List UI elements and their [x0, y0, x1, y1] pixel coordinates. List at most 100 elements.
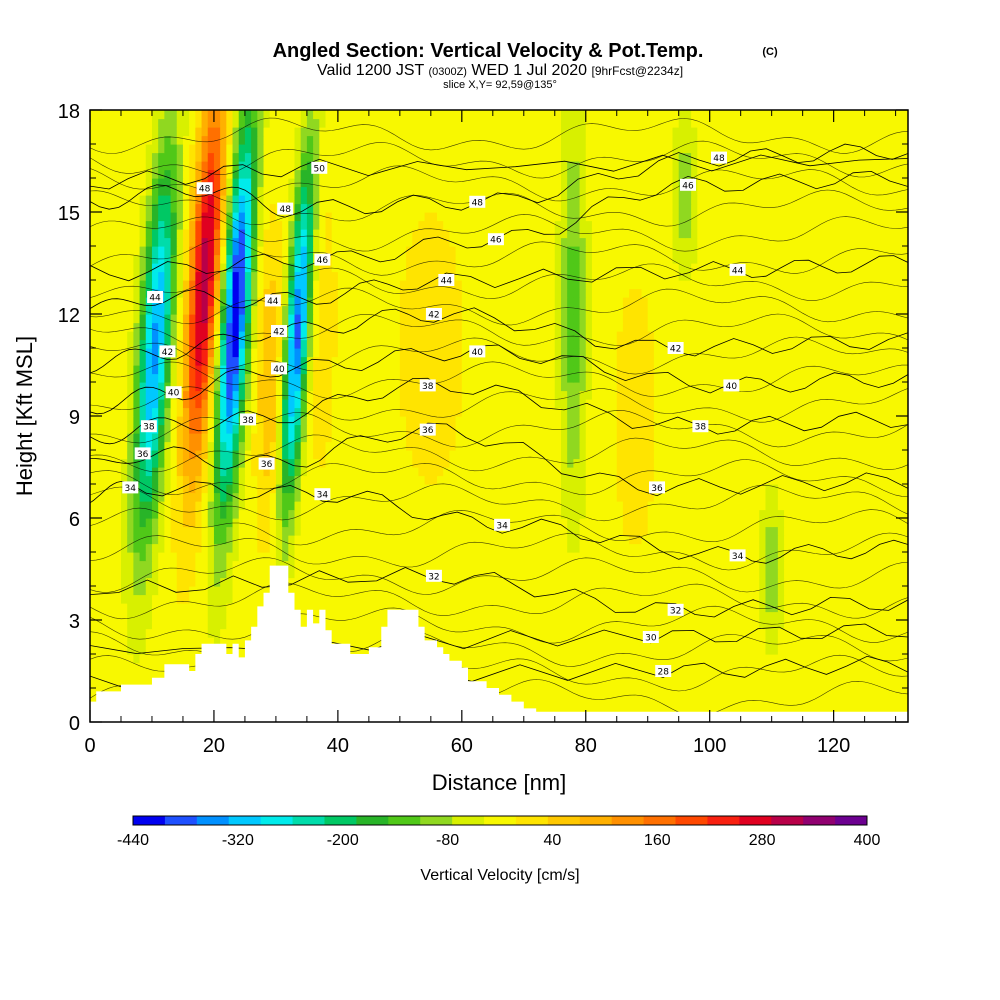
velocity-cell — [554, 620, 562, 630]
velocity-cell — [350, 637, 358, 647]
velocity-cell — [207, 577, 215, 587]
velocity-cell — [641, 416, 649, 426]
velocity-cell — [418, 509, 426, 519]
velocity-cell — [90, 603, 97, 613]
velocity-cell — [684, 407, 692, 417]
velocity-cell — [821, 484, 829, 494]
velocity-cell — [870, 611, 878, 621]
velocity-cell — [437, 450, 444, 460]
velocity-cell — [579, 696, 587, 706]
velocity-cell — [554, 569, 562, 579]
velocity-cell — [684, 543, 692, 553]
velocity-cell — [604, 586, 612, 596]
velocity-cell — [282, 416, 289, 426]
velocity-cell — [108, 501, 116, 511]
velocity-cell — [616, 603, 624, 613]
velocity-cell — [127, 441, 134, 451]
velocity-cell — [864, 696, 872, 706]
velocity-cell — [870, 501, 878, 511]
velocity-cell — [567, 450, 574, 460]
velocity-cell — [777, 475, 785, 485]
velocity-cell — [734, 637, 742, 647]
velocity-cell — [815, 586, 822, 596]
velocity-cell — [176, 637, 184, 647]
velocity-cell — [604, 475, 612, 485]
velocity-cell — [715, 705, 723, 715]
velocity-cell — [529, 424, 537, 434]
velocity-cell — [846, 620, 853, 630]
velocity-cell — [102, 552, 110, 562]
velocity-cell — [455, 535, 463, 545]
velocity-cell — [815, 467, 822, 477]
velocity-cell — [96, 458, 103, 468]
velocity-cell — [622, 433, 630, 443]
velocity-cell — [96, 552, 103, 562]
velocity-cell — [728, 399, 736, 409]
velocity-cell — [647, 535, 655, 545]
velocity-cell — [182, 433, 190, 443]
velocity-cell — [505, 560, 512, 570]
velocity-cell — [201, 509, 209, 519]
velocity-cell — [170, 586, 178, 596]
velocity-cell — [641, 424, 649, 434]
velocity-cell — [331, 594, 339, 604]
velocity-cell — [207, 492, 215, 502]
velocity-cell — [672, 424, 680, 434]
velocity-cell — [684, 475, 692, 485]
velocity-cell — [864, 577, 872, 587]
velocity-cell — [102, 492, 110, 502]
velocity-cell — [499, 399, 506, 409]
velocity-cell — [306, 475, 314, 485]
velocity-cell — [641, 407, 649, 417]
velocity-cell — [430, 603, 438, 613]
velocity-cell — [443, 433, 451, 443]
velocity-cell — [127, 628, 134, 638]
velocity-cell — [201, 433, 209, 443]
velocity-cell — [461, 577, 469, 587]
velocity-cell — [313, 526, 320, 536]
velocity-cell — [492, 662, 500, 672]
velocity-cell — [629, 518, 636, 528]
velocity-cell — [833, 645, 841, 655]
velocity-cell — [672, 654, 680, 664]
velocity-cell — [480, 433, 488, 443]
velocity-cell — [796, 560, 804, 570]
velocity-cell — [257, 569, 265, 579]
velocity-cell — [784, 450, 791, 460]
velocity-cell — [288, 441, 296, 451]
velocity-cell — [647, 458, 655, 468]
velocity-cell — [759, 467, 767, 477]
velocity-cell — [616, 662, 624, 672]
velocity-cell — [734, 560, 742, 570]
velocity-cell — [877, 645, 884, 655]
velocity-cell — [133, 492, 141, 502]
velocity-cell — [734, 620, 742, 630]
velocity-cell — [418, 433, 426, 443]
velocity-cell — [474, 577, 482, 587]
velocity-cell — [672, 475, 680, 485]
velocity-cell — [815, 433, 822, 443]
velocity-cell — [294, 509, 302, 519]
velocity-cell — [753, 637, 760, 647]
velocity-cell — [790, 671, 798, 681]
velocity-cell — [827, 492, 835, 502]
velocity-cell — [759, 603, 767, 613]
velocity-cell — [90, 509, 97, 519]
velocity-cell — [170, 594, 178, 604]
velocity-cell — [523, 611, 531, 621]
velocity-cell — [877, 501, 884, 511]
velocity-cell — [337, 501, 345, 511]
velocity-cell — [523, 586, 531, 596]
velocity-cell — [821, 705, 829, 715]
velocity-cell — [790, 569, 798, 579]
velocity-cell — [715, 679, 723, 689]
velocity-cell — [796, 603, 804, 613]
velocity-cell — [263, 433, 271, 443]
velocity-cell — [362, 594, 370, 604]
velocity-cell — [585, 671, 593, 681]
velocity-cell — [213, 518, 221, 528]
velocity-cell — [158, 577, 165, 587]
velocity-cell — [610, 424, 618, 434]
velocity-cell — [548, 688, 556, 698]
velocity-cell — [220, 637, 227, 647]
